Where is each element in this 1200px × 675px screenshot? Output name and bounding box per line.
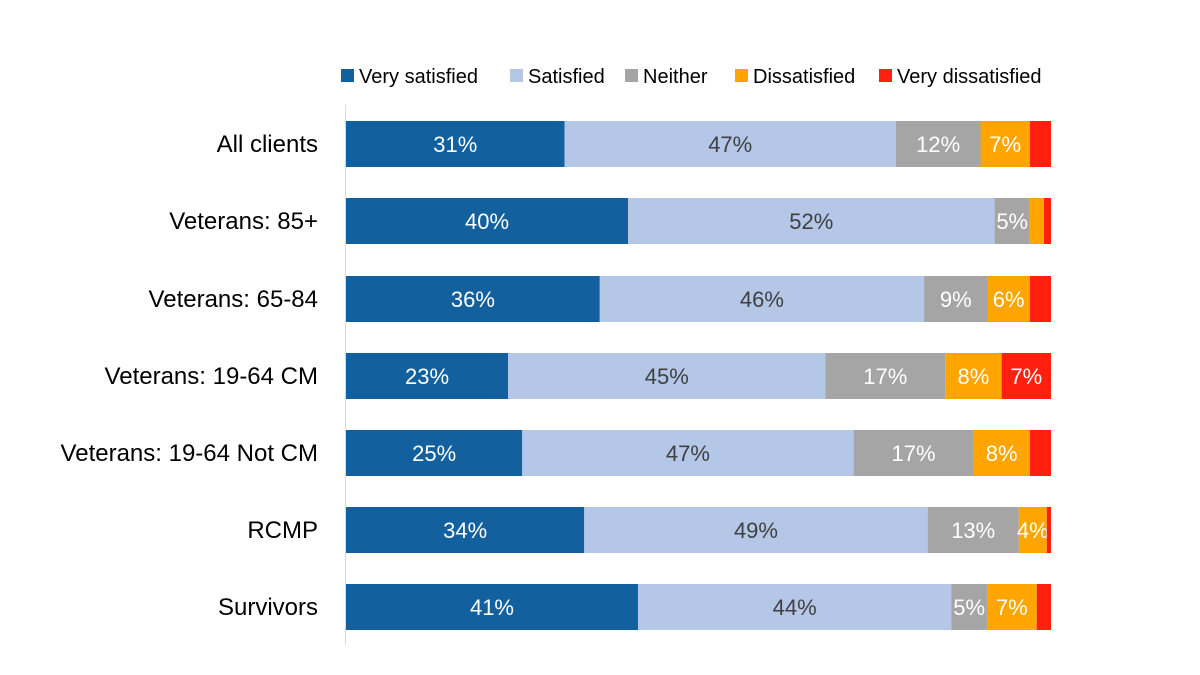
data-label: 23%: [405, 364, 449, 389]
bar-segment: [973, 430, 1030, 476]
bar-segment: [1029, 198, 1044, 244]
bar-segment: [584, 507, 928, 553]
legend-swatch: [510, 69, 523, 82]
bar-segment: [346, 276, 600, 322]
data-label: 5%: [953, 595, 985, 620]
legend-label: Dissatisfied: [753, 66, 855, 88]
bar-segment: [945, 353, 1002, 399]
bar-segment: [1001, 353, 1051, 399]
data-label: 34%: [443, 518, 487, 543]
bar-segment: [987, 276, 1030, 322]
data-label: 52%: [789, 209, 833, 234]
data-label: 46%: [740, 287, 784, 312]
bar-segment: [346, 430, 523, 476]
data-label: 25%: [412, 441, 456, 466]
data-label: 8%: [986, 441, 1018, 466]
legend-swatch: [625, 69, 638, 82]
bar-segment: [564, 121, 896, 167]
bars: 31% 47% 12% 7% 40% 52% 5% 36% 46% 9% 6% 23% 45% 17% 8%…: [346, 121, 1051, 630]
data-label: 41%: [470, 595, 514, 620]
legend-swatch: [735, 69, 748, 82]
category-label: Veterans: 85+: [169, 208, 318, 235]
data-label: 5%: [996, 209, 1028, 234]
data-label: 9%: [940, 287, 972, 312]
bar-segment: [1046, 507, 1051, 553]
category-label: All clients: [217, 131, 318, 158]
bar-segment: [599, 276, 925, 322]
legend: Very satisfied Satisfied Neither Dissatisfi…: [341, 66, 1042, 88]
bar-segment: [346, 198, 628, 244]
bar-segment: [853, 430, 974, 476]
bar-segment: [825, 353, 946, 399]
data-label: 47%: [666, 441, 710, 466]
bar-segment: [1029, 430, 1051, 476]
bar-segment: [924, 276, 988, 322]
data-label: 40%: [465, 209, 509, 234]
data-label: 49%: [734, 518, 778, 543]
data-label: 13%: [951, 518, 995, 543]
bar-segment: [346, 507, 585, 553]
bar-segment: [986, 584, 1037, 630]
bar-segment: [628, 198, 995, 244]
category-label: RCMP: [247, 517, 318, 544]
bar-segment: [1018, 507, 1047, 553]
data-label: 7%: [989, 132, 1021, 157]
bar-segment: [346, 584, 638, 630]
data-label: 7%: [1010, 364, 1042, 389]
bar-segment: [346, 353, 509, 399]
legend-label: Very dissatisfied: [897, 66, 1042, 88]
bar-segment: [994, 198, 1030, 244]
data-label: 17%: [892, 441, 936, 466]
legend-label: Very satisfied: [359, 66, 478, 88]
bar-segment: [895, 121, 981, 167]
category-label: Veterans: 19-64 Not CM: [61, 440, 318, 467]
category-label: Veterans: 65-84: [149, 286, 318, 313]
bar-segment: [1029, 276, 1051, 322]
legend-swatch: [341, 69, 354, 82]
bar-segment: [1036, 584, 1051, 630]
data-label: 6%: [993, 287, 1025, 312]
data-label: 47%: [708, 132, 752, 157]
bar-segment: [980, 121, 1030, 167]
data-label: 44%: [773, 595, 817, 620]
category-labels: All clients Veterans: 85+ Veterans: 65-84 V…: [61, 131, 318, 621]
bar-segment: [522, 430, 854, 476]
data-label: 17%: [863, 364, 907, 389]
data-label: 8%: [958, 364, 990, 389]
data-label: 7%: [996, 595, 1028, 620]
data-label: 36%: [451, 287, 495, 312]
legend-label: Satisfied: [528, 66, 605, 88]
bar-segment: [1043, 198, 1051, 244]
bar-segment: [927, 507, 1019, 553]
bar-segment: [1029, 121, 1051, 167]
data-label: 12%: [916, 132, 960, 157]
data-label: 45%: [645, 364, 689, 389]
bar-segment: [637, 584, 952, 630]
legend-label: Neither: [643, 66, 708, 88]
category-label: Veterans: 19-64 CM: [105, 363, 318, 390]
category-label: Survivors: [218, 594, 318, 621]
legend-swatch: [879, 69, 892, 82]
bar-segment: [508, 353, 826, 399]
bar-segment: [346, 121, 565, 167]
bar-segment: [951, 584, 987, 630]
data-label: 4%: [1017, 518, 1049, 543]
data-label: 31%: [433, 132, 477, 157]
